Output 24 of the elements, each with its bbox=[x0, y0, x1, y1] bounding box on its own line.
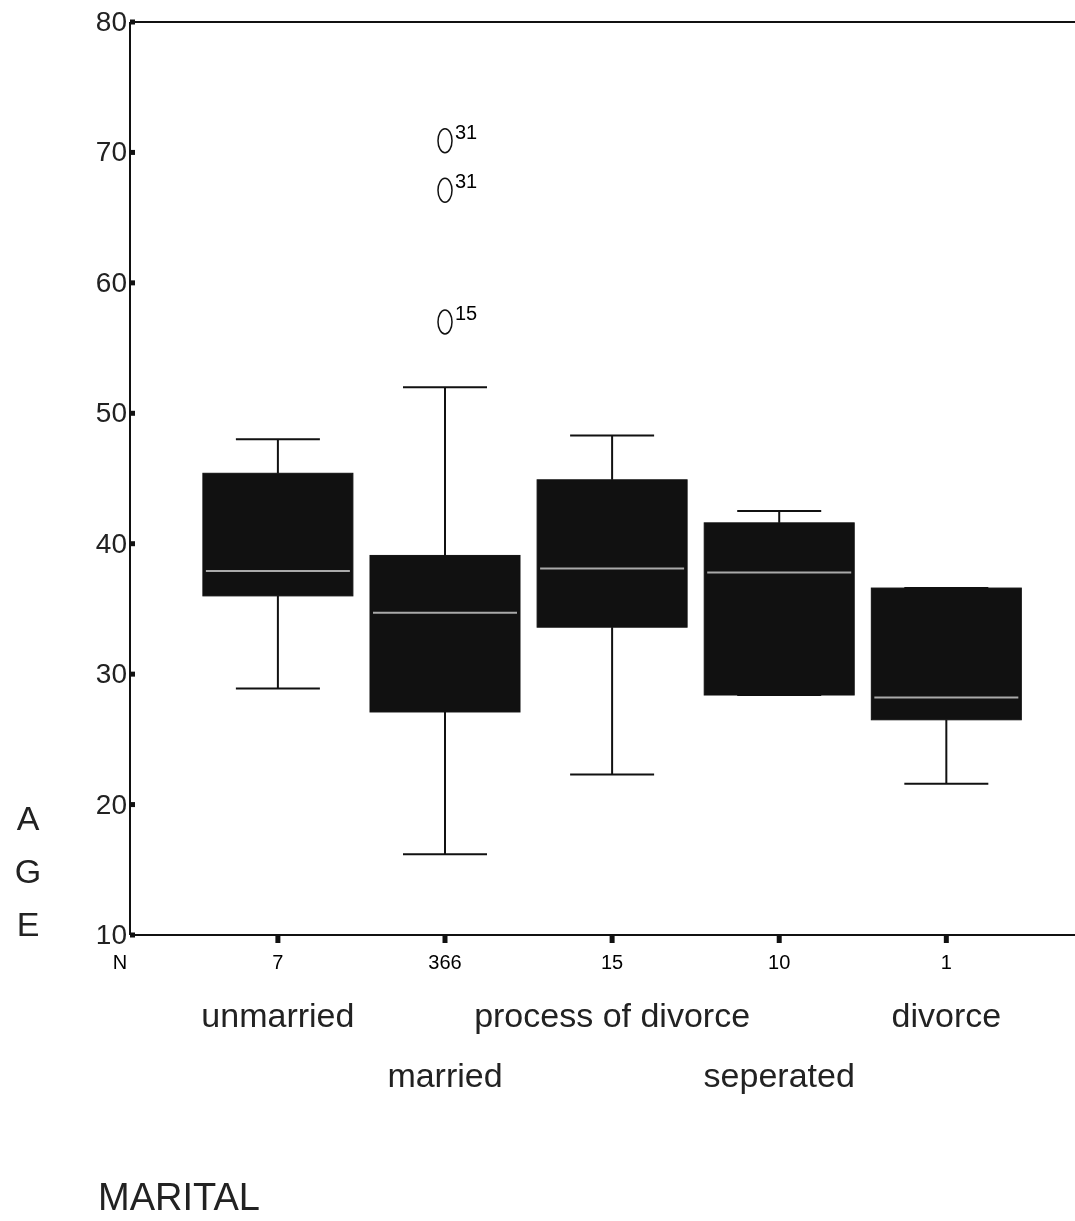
x-tick-label: divorce bbox=[891, 996, 1002, 1034]
y-axis-title: AGE bbox=[14, 799, 42, 943]
y-tick-label: 30 bbox=[95, 658, 127, 690]
y-tick-label: 80 bbox=[95, 6, 127, 37]
text: 366 bbox=[428, 951, 462, 973]
x-tick-label: process of divorce bbox=[474, 996, 751, 1034]
text: 7 bbox=[272, 951, 284, 973]
text: 1 bbox=[940, 951, 952, 973]
y-tick-label: 20 bbox=[95, 788, 127, 820]
annotation: 15 bbox=[455, 301, 478, 324]
y-tick-label: 70 bbox=[95, 136, 127, 168]
x-tick-label: married bbox=[387, 1056, 503, 1094]
annotation: 31 bbox=[455, 170, 478, 193]
x-tick-label: seperated bbox=[703, 1056, 855, 1094]
x-axis-title: MARITAL bbox=[98, 1176, 260, 1218]
text: 15 bbox=[600, 951, 624, 973]
x-tick-label: unmarried bbox=[201, 996, 355, 1034]
annotation: 31 bbox=[455, 120, 478, 143]
text: 10 bbox=[768, 951, 791, 973]
y-tick-label: 40 bbox=[95, 527, 127, 559]
text: N bbox=[112, 951, 128, 973]
y-tick-label: 60 bbox=[95, 266, 127, 298]
y-tick-label: 50 bbox=[95, 397, 127, 429]
y-tick-label: 10 bbox=[95, 919, 127, 950]
